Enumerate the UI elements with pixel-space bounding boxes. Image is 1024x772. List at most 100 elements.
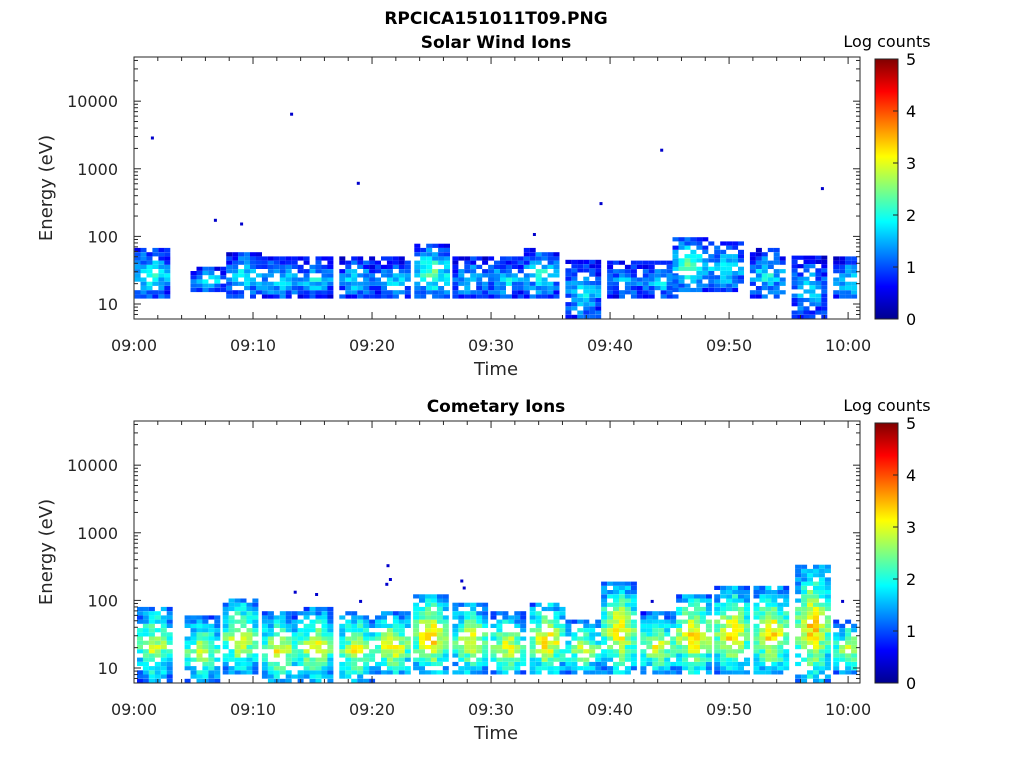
spectrogram-cell [801,598,808,603]
spectrogram-cell [688,594,694,599]
spectrogram-cell [705,645,712,650]
spectrogram-cell [517,286,524,291]
spectrogram-cell [797,264,804,269]
spectrogram-cell [357,264,364,269]
spectrogram-cell [351,286,358,291]
spectrogram-cell [202,670,209,675]
spectrogram-cell [595,661,602,667]
spectrogram-cell [228,615,235,620]
spectrogram-cell [771,636,778,641]
spectrogram-cell [565,289,572,294]
spectrogram-cell [577,649,584,654]
spectrogram-cell [436,619,443,624]
spectrogram-cell [791,276,798,281]
spectrogram-cell [839,632,846,637]
spectrogram-cell [392,628,399,633]
spectrogram-cell [285,674,292,679]
spectrogram-cell [444,252,450,257]
spectrogram-cell [464,653,471,658]
colorbar-tick-label: 4 [906,466,916,485]
spectrogram-cell [190,666,197,671]
spectrogram-cell [845,269,852,274]
spectrogram-cell [771,649,778,654]
spectrogram-cell [613,661,619,667]
spectrogram-cell [256,256,262,261]
spectrogram-cell [137,640,143,645]
spectrogram-cell [327,256,334,261]
spectrogram-cell [321,649,328,654]
spectrogram-cell [559,666,566,671]
spectrogram-cell [363,273,370,278]
spectrogram-cell [797,276,804,281]
spectrogram-cell [738,598,744,603]
spectrogram-cell [357,657,364,662]
spectrogram-cell [759,611,766,616]
spectrogram-cell [381,636,387,641]
spectrogram-cell [652,649,659,654]
spectrogram-cell [285,256,292,261]
spectrogram-cell [682,632,689,637]
spectrogram-cell [571,619,578,624]
spectrogram-cell [520,611,527,616]
spectrogram-cell [419,666,425,671]
spectrogram-cell [381,645,387,650]
spectrogram-cell [508,666,515,671]
spectrogram-cell [690,275,697,280]
spectrogram-cell [442,632,449,637]
spectrogram-cell [252,661,259,667]
spectrogram-cell [658,649,665,654]
spectrogram-cell [444,273,450,278]
spectrogram-cell [553,670,560,675]
spectrogram-cell [190,623,197,628]
spectrogram-cell [232,256,239,261]
spectrogram-cell [759,606,766,612]
spectrogram-cell [801,590,808,595]
spectrogram-cell [490,615,497,620]
spectrogram-cell [214,657,221,662]
spectrogram-cell [502,661,509,667]
spectrogram-cell [726,598,733,603]
spectrogram-cell [666,294,673,299]
spectrogram-cell [818,628,825,633]
spectrogram-cell [140,269,147,274]
spectrogram-cell [134,252,141,257]
spectrogram-cell [833,645,840,650]
spectrogram-cell [801,585,808,590]
spectrogram-cell [452,264,459,269]
spectrogram-cell [285,657,292,662]
spectrogram-cell [392,649,399,654]
spectrogram-cell [565,640,572,645]
spectrogram-cell [442,640,449,645]
spectrogram-cell [285,281,292,286]
spectrogram-cell [670,661,677,667]
spectrogram-cell [146,264,153,269]
spectrogram-cell [702,283,709,288]
spectrogram-cell [694,611,700,616]
spectrogram-cell [676,666,683,671]
spectrogram-cell [696,245,703,250]
spectrogram-cell [755,269,762,274]
spectrogram-cell [676,623,683,628]
spectrogram-cell [767,264,774,269]
spectrogram-cell [705,619,712,624]
spectrogram-cell [559,606,566,612]
spectrogram-cell [190,657,197,662]
spectrogram-cell [148,653,155,658]
spectrogram-cell [426,269,433,274]
spectrogram-cell [541,619,548,624]
spectrogram-cell [726,275,733,280]
spectrogram-cell [565,259,572,264]
spectrogram-cell [517,269,524,274]
spectrogram-cell [791,264,798,269]
spectrogram-cell [738,258,744,263]
spectrogram-cell [273,294,280,299]
spectrogram-cell [744,594,750,599]
spectrogram-cell [744,623,750,628]
spectrogram-cell [438,256,445,261]
spectrogram-cell [601,632,608,637]
spectrogram-cell [232,264,239,269]
spectrogram-cell [744,598,750,603]
spectrogram-cell [464,611,471,616]
spectrogram-cell [420,256,427,261]
spectrogram-cell [345,281,352,286]
